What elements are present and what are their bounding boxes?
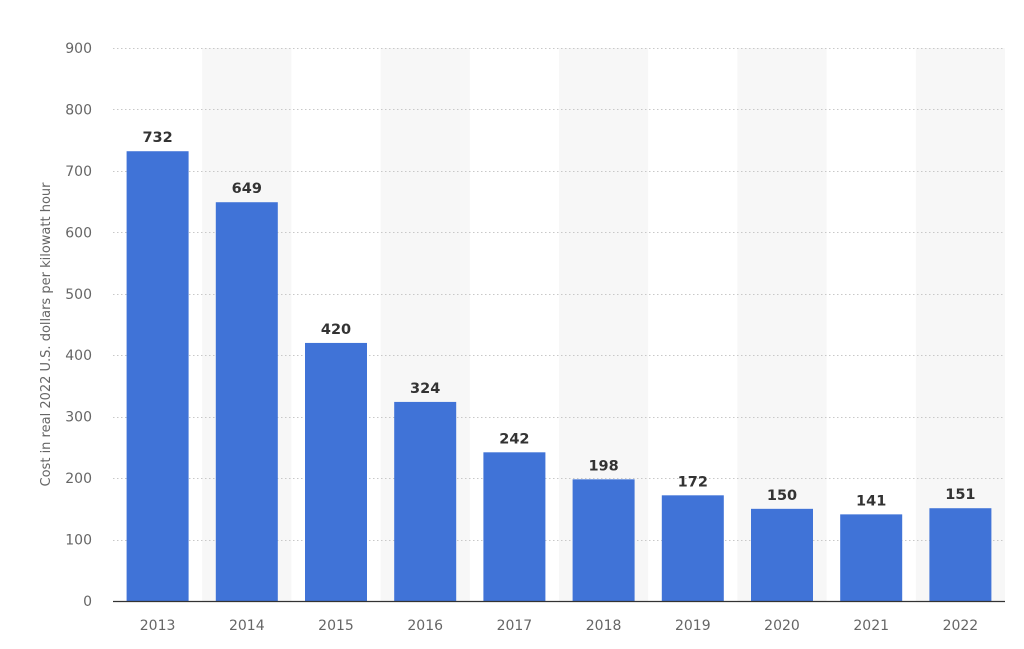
data-label-2019: 172 xyxy=(678,474,708,490)
x-axis-tick-labels: 2013 2014 2015 2016 2017 2018 2019 2020 2021 2022 xyxy=(140,618,978,634)
x-tick-label-2019: 2019 xyxy=(675,618,711,634)
bar-2020 xyxy=(751,508,813,601)
bar-2013 xyxy=(126,151,189,601)
data-label-2015: 420 xyxy=(321,322,351,338)
y-tick-label-600: 600 xyxy=(65,225,92,241)
x-tick-label-2020: 2020 xyxy=(764,618,800,634)
data-label-2022: 151 xyxy=(945,487,975,503)
y-tick-label-0: 0 xyxy=(83,594,92,610)
data-label-2021: 141 xyxy=(856,493,886,509)
y-tick-label-700: 700 xyxy=(65,164,92,180)
data-label-2020: 150 xyxy=(767,488,797,504)
y-tick-label-800: 800 xyxy=(65,102,92,118)
y-tick-label-200: 200 xyxy=(65,471,92,487)
data-label-2013: 732 xyxy=(142,130,172,146)
bars-group xyxy=(126,151,992,601)
y-axis-tick-labels: 0 100 200 300 400 500 600 700 800 900 xyxy=(65,41,92,610)
bar-2016 xyxy=(394,401,457,601)
bar-2014 xyxy=(215,202,278,601)
data-labels-group: 732 649 420 324 242 198 172 150 141 151 xyxy=(142,130,975,509)
bar-2018 xyxy=(572,479,635,601)
x-tick-label-2016: 2016 xyxy=(407,618,443,634)
bar-2019 xyxy=(661,495,724,601)
data-label-2014: 649 xyxy=(232,181,262,197)
y-axis-title: Cost in real 2022 U.S. dollars per kilow… xyxy=(39,182,54,487)
x-tick-label-2014: 2014 xyxy=(229,618,265,634)
x-tick-label-2013: 2013 xyxy=(140,618,176,634)
y-tick-label-300: 300 xyxy=(65,410,92,426)
x-tick-label-2015: 2015 xyxy=(318,618,354,634)
x-tick-label-2021: 2021 xyxy=(853,618,889,634)
bar-2021 xyxy=(840,514,903,601)
y-tick-label-400: 400 xyxy=(65,348,92,364)
y-tick-label-900: 900 xyxy=(65,41,92,57)
bar-2022 xyxy=(929,508,992,601)
data-label-2016: 324 xyxy=(410,381,440,397)
y-tick-label-500: 500 xyxy=(65,287,92,303)
x-tick-label-2018: 2018 xyxy=(586,618,622,634)
y-tick-label-100: 100 xyxy=(65,533,92,549)
data-label-2018: 198 xyxy=(588,458,618,474)
x-tick-label-2017: 2017 xyxy=(497,618,533,634)
bar-2015 xyxy=(305,342,367,601)
x-tick-label-2022: 2022 xyxy=(943,618,979,634)
bar-2017 xyxy=(483,452,546,601)
data-label-2017: 242 xyxy=(499,431,529,447)
